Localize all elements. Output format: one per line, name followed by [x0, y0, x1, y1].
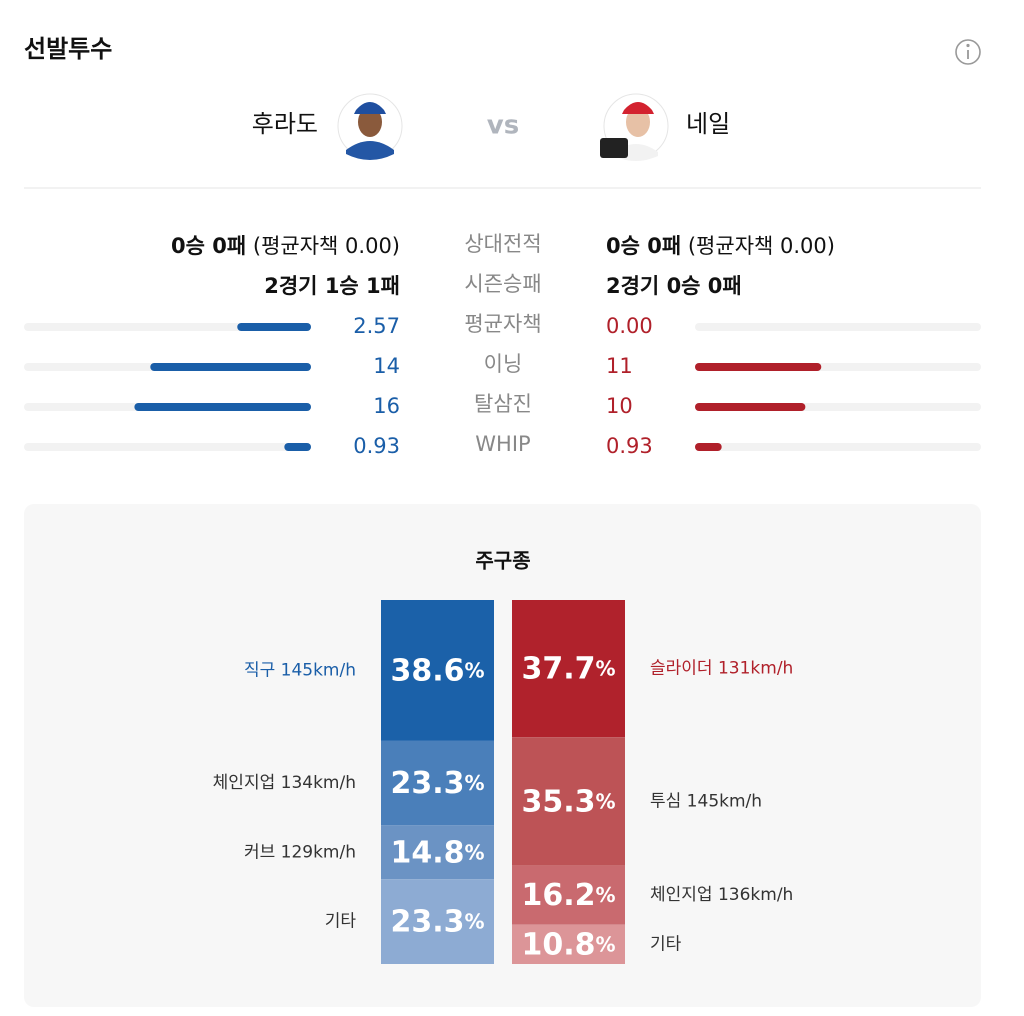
record-text: 2경기 0승 0패 [606, 274, 742, 298]
home-stat-bar [284, 443, 311, 451]
pitch-share-number: 23.3 [390, 904, 464, 939]
face [358, 107, 382, 137]
record-part: (평균자책 0.00) [681, 234, 835, 258]
pitch-share: 38.6% [390, 653, 484, 688]
pitch-name: 슬라이더 131km/h [650, 659, 793, 679]
pitch-share: 16.2% [521, 878, 615, 913]
section-title: 선발투수 [24, 35, 112, 63]
record-text: 0승 0패 (평균자책 0.00) [606, 234, 835, 258]
record-part: 2경기 1승 1패 [264, 274, 400, 298]
stat-label: 탈삼진 [474, 392, 532, 416]
home-stat-bar [134, 403, 311, 411]
home-stat-value: 2.57 [353, 314, 400, 338]
pitch-share-unit: % [595, 656, 615, 680]
stat-track [24, 443, 311, 451]
jersey [346, 141, 394, 160]
home-stat-bar [150, 363, 311, 371]
pitch-segment [381, 825, 494, 880]
pitch-share-number: 10.8 [521, 927, 595, 962]
pitch-share: 37.7% [521, 651, 615, 686]
pitch-share-unit: % [464, 658, 484, 682]
pitch-share: 10.8% [521, 927, 615, 962]
pitch-share-number: 23.3 [390, 765, 464, 800]
away-stat-bar [695, 443, 722, 451]
home-stat-bar [237, 323, 311, 331]
pitch-share: 23.3% [390, 765, 484, 800]
stat-label: 평균자책 [464, 312, 541, 336]
pitch-name: 커브 129km/h [244, 842, 356, 862]
away-stat-bar [695, 403, 806, 411]
away-pitcher-name: 네일 [686, 110, 730, 138]
team-logo [600, 138, 628, 158]
pitch-name: 체인지업 134km/h [213, 773, 356, 793]
pitch-share-unit: % [464, 840, 484, 864]
away-avatar [600, 93, 669, 161]
stat-label: 시즌승패 [464, 272, 541, 296]
record-part: 2경기 0승 0패 [606, 274, 742, 298]
pitch-share: 35.3% [521, 784, 615, 819]
away-stat-value: 11 [606, 354, 633, 378]
away-stat-value: 10 [606, 394, 633, 418]
info-dot [966, 43, 970, 48]
pitch-segment [512, 865, 625, 925]
versus: vs [487, 111, 519, 141]
stat-label: 이닝 [484, 352, 523, 376]
pitch-share-number: 16.2 [521, 878, 595, 913]
record-part: 0승 0패 [606, 234, 681, 258]
record-part: (평균자책 0.00) [246, 234, 400, 258]
home-avatar [337, 93, 403, 160]
info-circle [955, 39, 981, 65]
stat-label: WHIP [475, 432, 530, 456]
pitch-segment [512, 924, 625, 964]
away-stat-bar [695, 363, 822, 371]
record-part: 0승 0패 [171, 234, 246, 258]
face [626, 107, 650, 137]
cap [354, 102, 386, 114]
pitch-share-unit: % [595, 932, 615, 956]
pitch-share-number: 37.7 [521, 651, 595, 686]
home-stat-value: 14 [373, 354, 400, 378]
record-text: 2경기 1승 1패 [264, 274, 400, 298]
stat-track [695, 323, 981, 331]
pitch-segment [381, 879, 494, 964]
pitch-share-number: 14.8 [390, 835, 464, 870]
pitch-segment [512, 600, 625, 738]
cap [622, 102, 654, 114]
home-stat-value: 0.93 [353, 434, 400, 458]
pitch-mix-title: 주구종 [475, 549, 530, 573]
pitch-segment [512, 737, 625, 866]
away-stat-value: 0.00 [606, 314, 653, 338]
home-stat-value: 16 [373, 394, 400, 418]
pitch-share: 14.8% [390, 835, 484, 870]
pitch-name: 투심 145km/h [650, 791, 762, 811]
pitch-share-unit: % [464, 909, 484, 933]
pitch-share: 23.3% [390, 904, 484, 939]
record-text: 0승 0패 (평균자책 0.00) [171, 234, 400, 258]
info-icon[interactable] [955, 39, 981, 65]
stat-label: 상대전적 [464, 232, 541, 256]
pitch-segment [381, 600, 494, 741]
pitch-share-unit: % [595, 789, 615, 813]
pitch-share-number: 35.3 [521, 784, 595, 819]
pitch-segment [381, 740, 494, 826]
pitch-share-unit: % [595, 883, 615, 907]
pitch-name: 기타 [650, 934, 682, 954]
stat-track [695, 443, 981, 451]
pitch-share-unit: % [464, 770, 484, 794]
pitch-name: 체인지업 136km/h [650, 885, 793, 905]
home-pitcher-name: 후라도 [252, 110, 318, 138]
pitch-mix-panel [24, 504, 981, 1007]
pitch-name: 직구 145km/h [244, 660, 356, 680]
away-stat-value: 0.93 [606, 434, 653, 458]
pitch-name: 기타 [325, 912, 357, 932]
pitch-share-number: 38.6 [390, 653, 464, 688]
